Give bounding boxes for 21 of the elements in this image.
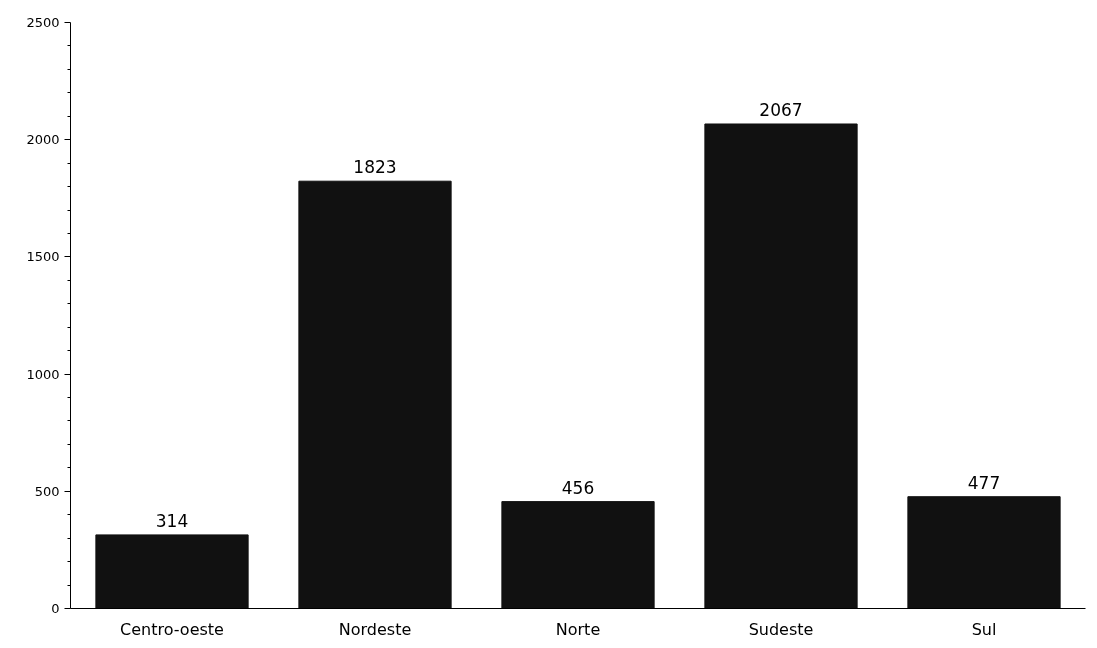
data-label: 2067 — [759, 100, 803, 120]
y-tick-label: 1500 — [26, 249, 60, 265]
x-tick-label: Sudeste — [748, 619, 814, 639]
bar — [95, 534, 249, 609]
x-tick-label: Nordeste — [338, 619, 412, 639]
bar — [298, 180, 452, 609]
data-label: 1823 — [353, 157, 397, 178]
data-label: 314 — [155, 510, 189, 531]
y-tick-label: 1000 — [26, 366, 60, 382]
x-tick-label: Centro-oeste — [120, 619, 224, 639]
data-label: 477 — [967, 472, 1001, 493]
bar — [704, 123, 858, 609]
y-tick-label: 2000 — [26, 132, 60, 148]
y-tick-label: 0 — [51, 601, 60, 616]
bar — [501, 501, 655, 609]
x-tick-label: Sul — [971, 619, 997, 639]
y-tick-label: 500 — [34, 483, 60, 499]
bar — [907, 496, 1061, 609]
data-label: 456 — [561, 477, 595, 498]
y-tick-label: 2500 — [26, 15, 60, 30]
x-tick-label: Norte — [555, 619, 601, 639]
